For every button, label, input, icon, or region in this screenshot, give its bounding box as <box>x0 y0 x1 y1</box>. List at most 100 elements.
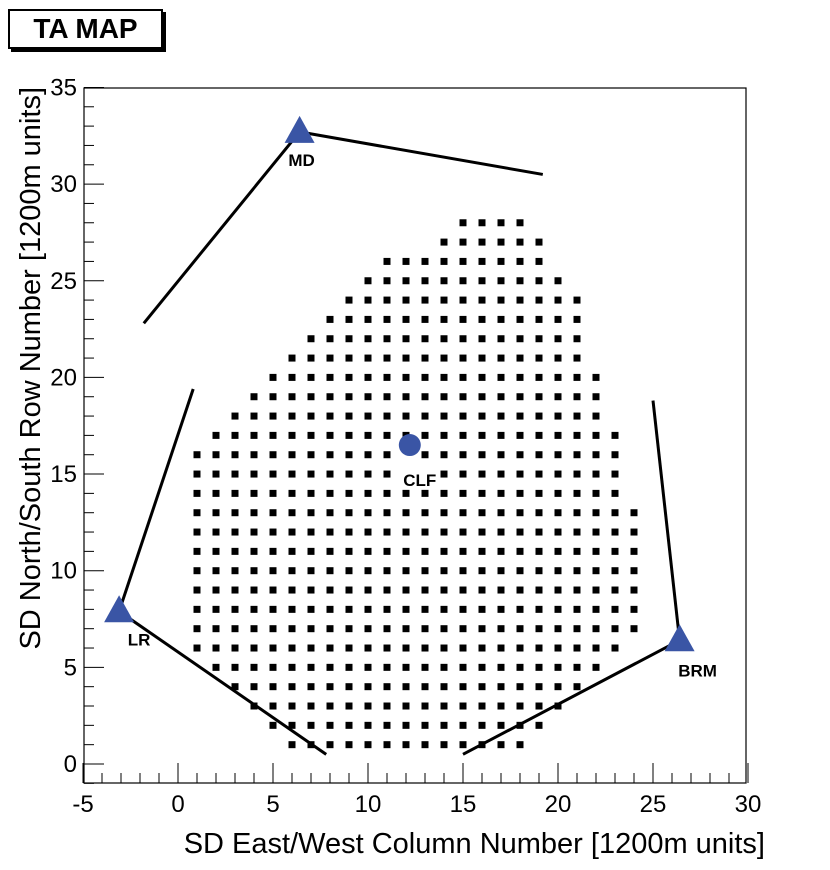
detector-point <box>611 470 619 478</box>
detector-point <box>212 509 220 517</box>
detector-point <box>440 509 448 517</box>
station-marker-md <box>284 115 315 143</box>
detector-point <box>231 489 239 497</box>
detector-point <box>554 702 562 710</box>
y-tick-label: 30 <box>50 171 77 198</box>
detector-point <box>440 412 448 420</box>
detector-point <box>516 567 524 575</box>
detector-point <box>307 683 315 691</box>
detector-point <box>212 431 220 439</box>
detector-point <box>535 625 543 633</box>
detector-point <box>402 528 410 536</box>
detector-point <box>269 605 277 613</box>
detector-point <box>459 451 467 459</box>
detector-point <box>364 625 372 633</box>
detector-point <box>573 547 581 555</box>
detector-point <box>212 451 220 459</box>
detector-point <box>250 663 258 671</box>
detector-point <box>478 567 486 575</box>
detector-point <box>516 431 524 439</box>
detector-point <box>478 663 486 671</box>
detector-point <box>326 547 334 555</box>
fov-line-brm <box>651 400 682 641</box>
detector-point <box>459 257 467 265</box>
detector-point <box>345 412 353 420</box>
detector-point <box>345 373 353 381</box>
detector-point <box>516 354 524 362</box>
detector-point <box>383 663 391 671</box>
detector-point <box>383 412 391 420</box>
detector-point <box>459 354 467 362</box>
detector-point <box>307 721 315 729</box>
detector-point <box>554 296 562 304</box>
detector-point <box>592 373 600 381</box>
detector-point <box>535 354 543 362</box>
detector-point <box>459 393 467 401</box>
detector-point <box>554 393 562 401</box>
detector-point <box>364 315 372 323</box>
detector-point <box>212 528 220 536</box>
detector-point <box>269 547 277 555</box>
detector-point <box>402 393 410 401</box>
detector-point <box>307 335 315 343</box>
detector-point <box>345 683 353 691</box>
detector-point <box>611 644 619 652</box>
detector-point <box>478 257 486 265</box>
detector-point <box>535 528 543 536</box>
detector-point <box>459 315 467 323</box>
detector-point <box>269 412 277 420</box>
detector-point <box>478 509 486 517</box>
detector-point <box>326 335 334 343</box>
station-label-lr: LR <box>128 630 151 649</box>
detector-point <box>402 277 410 285</box>
detector-point <box>440 393 448 401</box>
detector-point <box>326 586 334 594</box>
detector-point <box>364 663 372 671</box>
detector-point <box>535 721 543 729</box>
detector-point <box>573 683 581 691</box>
detector-point <box>269 702 277 710</box>
detector-point <box>611 605 619 613</box>
detector-point <box>345 489 353 497</box>
detector-point <box>383 393 391 401</box>
detector-point <box>345 335 353 343</box>
detector-point <box>383 277 391 285</box>
detector-point <box>250 605 258 613</box>
detector-point <box>212 489 220 497</box>
detector-point <box>573 373 581 381</box>
detector-point <box>516 683 524 691</box>
detector-point <box>326 354 334 362</box>
detector-point <box>440 335 448 343</box>
detector-point <box>440 238 448 246</box>
detector-point <box>459 605 467 613</box>
detector-point <box>193 644 201 652</box>
detector-point <box>364 586 372 594</box>
detector-point <box>269 567 277 575</box>
detector-point <box>478 547 486 555</box>
detector-point <box>193 547 201 555</box>
y-tick-label: 5 <box>64 654 77 681</box>
detector-point <box>611 431 619 439</box>
detector-point <box>440 605 448 613</box>
detector-point <box>459 586 467 594</box>
detector-point <box>212 625 220 633</box>
detector-point <box>592 509 600 517</box>
detector-point <box>554 335 562 343</box>
detector-point <box>630 547 638 555</box>
detector-point <box>592 567 600 575</box>
detector-point <box>497 644 505 652</box>
detector-point <box>326 605 334 613</box>
detector-point <box>383 509 391 517</box>
detector-point <box>326 451 334 459</box>
detector-point <box>288 528 296 536</box>
detector-point <box>421 373 429 381</box>
detector-point <box>269 586 277 594</box>
detector-point <box>231 547 239 555</box>
detector-point <box>269 663 277 671</box>
detector-point <box>497 547 505 555</box>
detector-point <box>345 586 353 594</box>
detector-point <box>307 567 315 575</box>
detector-point <box>364 683 372 691</box>
detector-point <box>402 741 410 749</box>
detector-point <box>383 335 391 343</box>
